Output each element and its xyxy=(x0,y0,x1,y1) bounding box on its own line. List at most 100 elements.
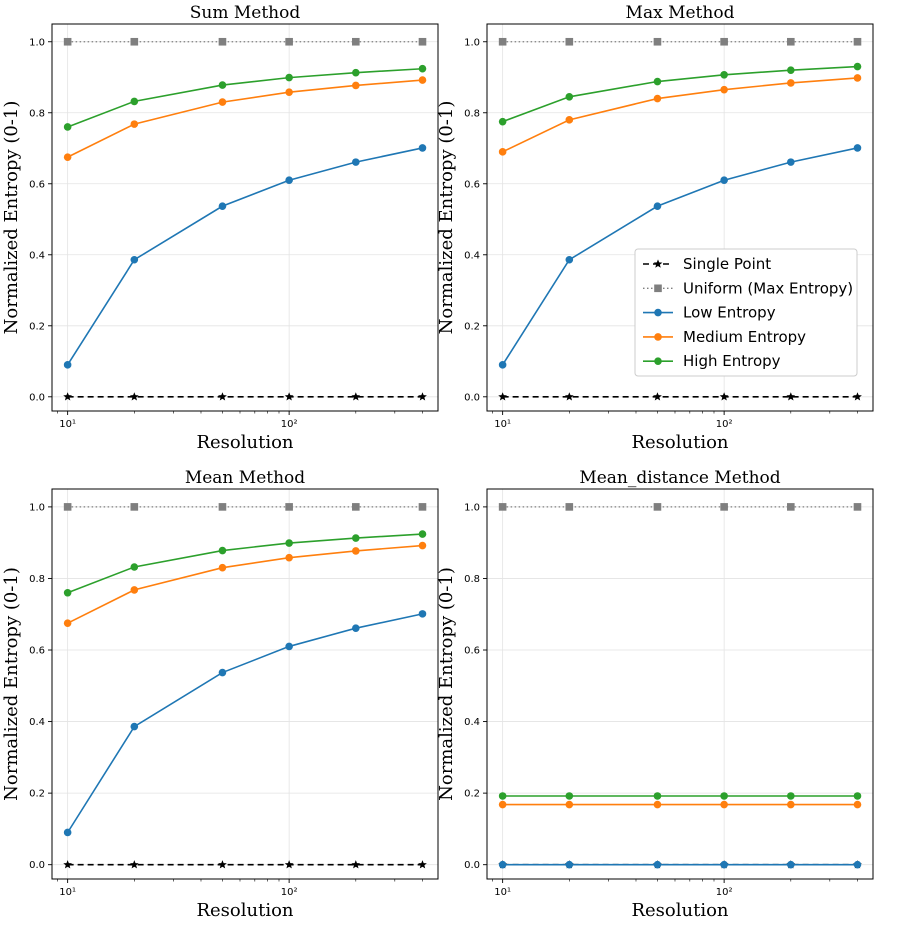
y-axis-label: Normalized Entropy (0-1) xyxy=(436,567,457,801)
data-point xyxy=(565,792,574,800)
data-point xyxy=(63,123,72,131)
chart-panel-1: 0.0 0.2 0.4 0.6 0.8 1.0 10¹ 10² Sum Method Resolu… xyxy=(1,3,439,453)
data-point xyxy=(720,792,728,800)
data-point xyxy=(418,144,427,152)
y-tick-label: 0.6 xyxy=(464,179,480,190)
data-point xyxy=(720,800,728,809)
data-point xyxy=(853,792,862,800)
y-tick-label: 0.0 xyxy=(29,860,45,871)
data-point xyxy=(352,534,360,542)
y-tick-label: 1.0 xyxy=(464,37,480,48)
data-point xyxy=(853,62,862,71)
data-point xyxy=(498,148,507,156)
series-high xyxy=(498,792,862,800)
data-point xyxy=(853,37,862,46)
data-point xyxy=(129,392,139,401)
series-low xyxy=(63,610,427,837)
data-point xyxy=(787,860,795,869)
legend: Single Point Uniform (Max Entropy) Low Ent… xyxy=(634,248,858,377)
data-point xyxy=(63,828,72,837)
data-point xyxy=(653,503,662,511)
x-tick-label: 10¹ xyxy=(59,887,76,898)
x-tick-label: 10² xyxy=(716,887,733,898)
x-axis-label: Resolution xyxy=(631,900,728,921)
data-point xyxy=(787,792,795,800)
data-point xyxy=(130,255,139,264)
data-point xyxy=(418,860,427,869)
data-point xyxy=(565,37,574,46)
data-point xyxy=(285,176,293,185)
chart-title: Sum Method xyxy=(190,3,301,23)
data-point xyxy=(130,563,139,571)
data-point xyxy=(787,158,795,166)
data-point xyxy=(853,144,862,152)
series-uniform xyxy=(498,37,862,46)
chart-panel-4: 0.0 0.2 0.4 0.6 0.8 1.0 10¹ 10² Mean_distance Me… xyxy=(436,468,874,921)
data-point xyxy=(565,800,574,809)
data-point xyxy=(787,79,795,87)
x-tick-label: 10² xyxy=(716,419,733,430)
data-point xyxy=(565,860,574,869)
data-point xyxy=(130,37,139,46)
data-point xyxy=(218,668,227,677)
y-axis-label: Normalized Entropy (0-1) xyxy=(1,567,22,801)
data-point xyxy=(63,37,72,46)
data-point xyxy=(352,37,360,46)
data-point xyxy=(285,503,293,511)
data-point xyxy=(218,81,227,89)
series-line xyxy=(502,65,858,123)
data-point xyxy=(130,120,139,128)
data-point xyxy=(218,563,227,572)
data-point xyxy=(653,202,662,210)
series-medium xyxy=(498,800,862,809)
series-uniform xyxy=(63,37,427,46)
y-tick-label: 1.0 xyxy=(29,502,45,513)
data-point xyxy=(498,503,507,511)
data-point xyxy=(787,37,795,46)
x-axis-label: Resolution xyxy=(196,432,293,453)
legend-label: Medium Entropy xyxy=(683,328,806,346)
series-single xyxy=(63,392,427,401)
data-point xyxy=(285,642,293,651)
y-tick-label: 0.6 xyxy=(464,646,480,657)
data-point xyxy=(498,792,507,800)
y-axis-label: Normalized Entropy (0-1) xyxy=(436,101,457,335)
data-point xyxy=(285,88,293,96)
data-point xyxy=(218,202,227,210)
y-tick-label: 0.8 xyxy=(464,108,480,119)
data-point xyxy=(418,64,427,73)
y-tick-label: 1.0 xyxy=(464,502,480,513)
data-point xyxy=(787,66,795,74)
data-point xyxy=(853,800,862,809)
series-line xyxy=(67,544,423,624)
data-point xyxy=(285,37,293,46)
data-point xyxy=(218,860,227,869)
y-tick-label: 0.4 xyxy=(29,250,45,261)
data-point xyxy=(63,619,72,627)
data-point xyxy=(720,37,728,46)
series-line xyxy=(67,67,423,128)
data-point xyxy=(498,800,507,809)
series-line xyxy=(501,147,858,366)
x-tick-label: 10¹ xyxy=(494,419,511,430)
x-axis-label: Resolution xyxy=(196,900,293,921)
data-point xyxy=(352,81,360,90)
chart-title: Mean Method xyxy=(185,468,305,488)
data-point xyxy=(218,392,227,401)
series-high xyxy=(63,530,427,597)
data-point xyxy=(787,503,795,511)
series-single xyxy=(63,860,427,869)
data-point xyxy=(653,94,662,103)
x-tick-label: 10² xyxy=(281,419,298,430)
data-point xyxy=(565,255,574,264)
data-point xyxy=(498,392,508,401)
data-point xyxy=(352,503,360,511)
y-axis-label: Normalized Entropy (0-1) xyxy=(1,101,22,335)
y-tick-label: 0.0 xyxy=(29,392,45,403)
x-tick-label: 10² xyxy=(281,887,298,898)
data-point xyxy=(565,92,574,101)
y-tick-label: 0.4 xyxy=(464,717,480,728)
data-point xyxy=(653,392,662,401)
data-point xyxy=(352,624,360,632)
data-point xyxy=(498,117,507,126)
